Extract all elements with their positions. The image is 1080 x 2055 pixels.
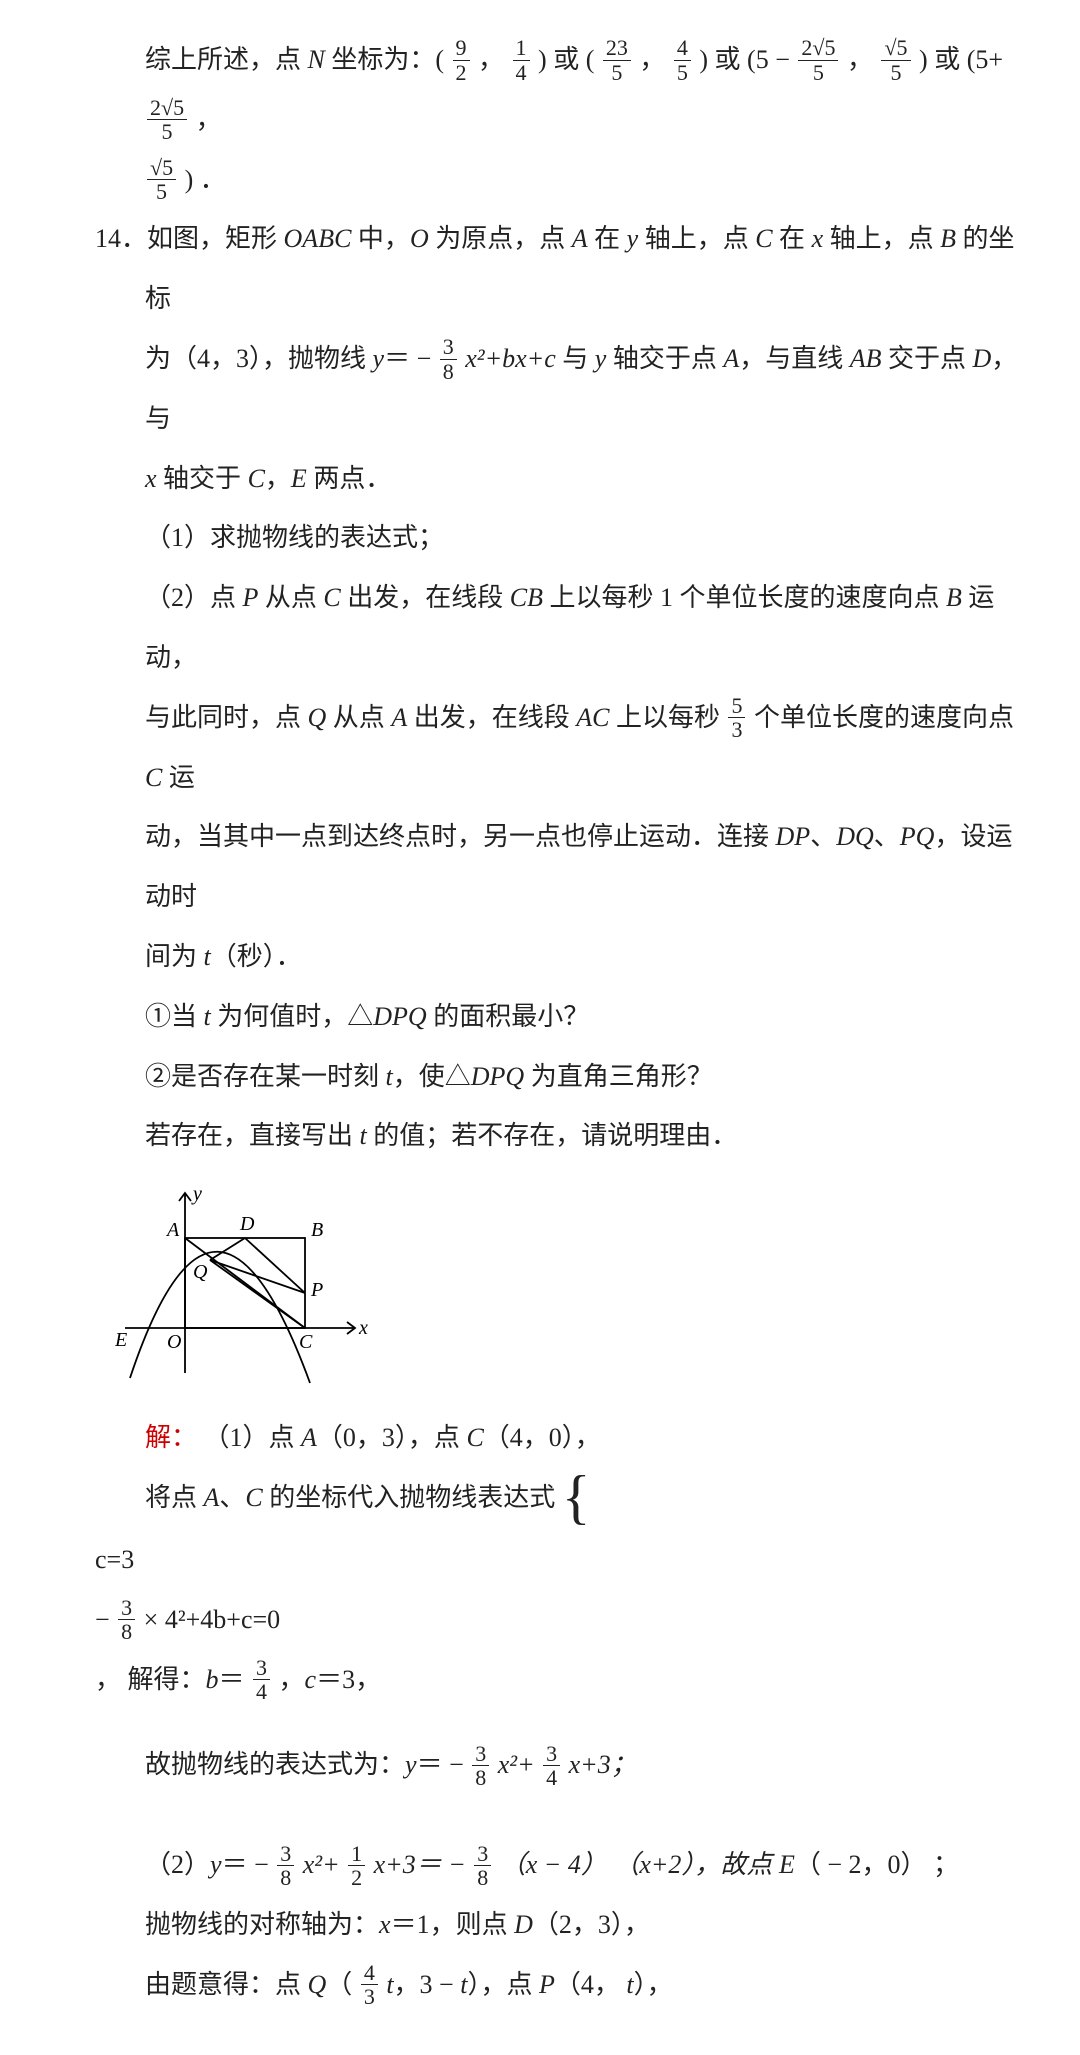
sol-line5: 抛物线的对称轴为：x＝1，则点 D（2，3）， [95,1895,1020,1955]
q14-line2: 为（4，3），抛物线 y＝ − 38 x²+bx+c 与 y 轴交于点 A，与直… [95,329,1020,449]
fig-label-B: B [311,1219,323,1241]
sol-line3: 故抛物线的表达式为：y＝ − 38 x²+ 34 x+3； [95,1735,1020,1795]
fig-label-P: P [310,1279,323,1301]
sol-line6: 由题意得：点 Q（ 43 t，3 − t），点 P（4， t）， [95,1955,1020,2015]
fig-label-D: D [239,1213,255,1235]
fig-label-Q: Q [193,1261,208,1283]
sol-line2: 将点 A、C 的坐标代入抛物线表达式 { [95,1468,1020,1530]
q14-line1: 14．如图，矩形 OABC 中，O 为原点，点 A 在 y 轴上，点 C 在 x… [95,209,1020,329]
q14-sub1: ①当 t 为何值时，△DPQ 的面积最小？ [95,987,1020,1047]
q14-part2-l2: 与此同时，点 Q 从点 A 出发，在线段 AC 上以每秒 53 个单位长度的速度… [95,688,1020,808]
fig-label-x: x [358,1317,368,1339]
q14-sub2: ②是否存在某一时刻 t，使△DPQ 为直角三角形？ [95,1047,1020,1107]
fig-label-C: C [299,1331,313,1353]
q14-sub3: 若存在，直接写出 t 的值；若不存在，请说明理由． [95,1106,1020,1166]
q14-part1: （1）求抛物线的表达式； [95,508,1020,568]
fig-label-E: E [115,1329,127,1351]
fig-label-A: A [165,1219,180,1241]
fig-label-O: O [167,1331,181,1353]
fig-label-y: y [191,1183,202,1205]
q14-part2-l4: 间为 t（秒）． [95,927,1020,987]
sol-line1: 解： （1）点 A（0，3），点 C（4，0）， [95,1408,1020,1468]
q14-line3: x 轴交于 C，E 两点． [95,449,1020,509]
q14-part2-l1: （2）点 P 从点 C 出发，在线段 CB 上以每秒 1 个单位长度的速度向点 … [95,568,1020,688]
sol-line4: （2）y＝ − 38 x²+ 12 x+3＝ − 38 （x − 4） （x+2… [95,1835,1020,1895]
q14-part2-l3: 动，当其中一点到达终点时，另一点也停止运动．连接 DP、DQ、PQ，设运动时 [95,807,1020,927]
prev-answer-line1: 综上所述，点 N 坐标为：( 92 ， 14 ) 或 ( 235 ， 45 ) … [95,30,1020,150]
figure: y x A B C D E O P Q [95,1178,1020,1388]
solution-label: 解： [145,1423,197,1452]
prev-answer-line2: √55 ) ． [95,150,1020,210]
